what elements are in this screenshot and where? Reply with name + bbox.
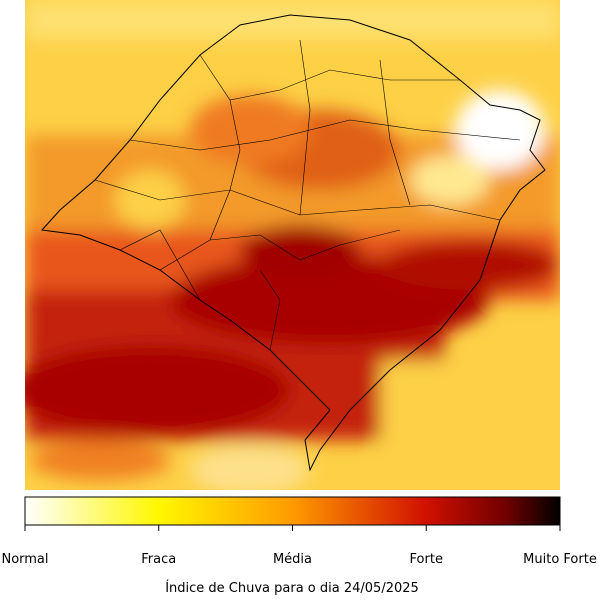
colorbar-ticks: Normal Fraca Média Forte Muito Forte [1, 525, 597, 567]
colorbar-label: Normal [1, 552, 48, 567]
colorbar-label: Média [273, 552, 312, 567]
state-outline [40, 14, 546, 472]
rain-heatmap [25, 0, 560, 490]
colorbar-label: Muito Forte [523, 552, 597, 567]
colorbar-label: Fraca [141, 552, 176, 567]
caption: Índice de Chuva para o dia 24/05/2025 [165, 580, 419, 596]
colorbar-label: Forte [410, 552, 443, 567]
colorbar [24, 496, 561, 526]
municipal-borders [94, 39, 521, 351]
